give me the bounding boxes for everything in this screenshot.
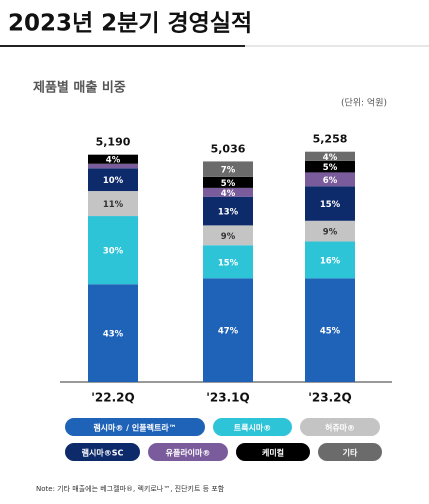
bar-segment — [203, 176, 253, 188]
legend-label: 램시마® / 인플렉트라™ — [93, 423, 176, 433]
legend-label: 케미컬 — [262, 448, 284, 458]
legend-label: 램시마®SC — [82, 448, 124, 458]
segment-label: 30% — [103, 247, 124, 257]
segment-label: 10% — [103, 176, 124, 186]
bar-segment — [203, 196, 253, 226]
segment-label: 9% — [221, 232, 236, 242]
page-title: 2023년 2분기 경영실적 — [8, 11, 252, 37]
segment-label: 47% — [218, 327, 239, 337]
bar-segment — [203, 278, 253, 382]
legend-pill — [213, 418, 292, 436]
segment-label: 43% — [103, 330, 124, 340]
segment-label: 13% — [218, 208, 239, 218]
segment-label: 15% — [218, 258, 239, 268]
segment-label: 4% — [221, 189, 236, 199]
segment-label: 4% — [106, 156, 121, 166]
bar-segment — [203, 225, 253, 246]
legend-label: 허쥬마® — [325, 423, 355, 433]
bar-segment — [305, 186, 355, 221]
legend-pill — [236, 443, 310, 461]
bar-segment — [88, 154, 138, 164]
bar-segment — [305, 151, 355, 161]
segment-label: 4% — [323, 153, 338, 163]
bar-segment — [203, 245, 253, 279]
legend-pill — [65, 443, 140, 461]
total-label: 5,190 — [96, 136, 131, 149]
segment-label: 5% — [323, 163, 338, 173]
total-label: 5,036 — [211, 142, 246, 155]
bar-segment — [88, 191, 138, 217]
segment-label: 6% — [323, 176, 338, 186]
segment-label: 5% — [221, 179, 236, 189]
bar-segment — [203, 187, 253, 197]
bar-segment — [203, 161, 253, 177]
segment-label: 7% — [221, 166, 236, 176]
segment-label: 15% — [320, 200, 341, 210]
segment-label: 45% — [320, 327, 341, 337]
x-tick-label: '22.2Q — [91, 391, 134, 405]
legend-label: 트룩시마® — [234, 423, 271, 433]
legend-label: 유플라이마® — [166, 448, 211, 458]
bar-segment — [305, 220, 355, 242]
bar-segment — [88, 168, 138, 192]
footnote: Note: 기타 매출에는 베그젤마®, 렉키로나™, 진단키트 등 포함 — [36, 484, 225, 493]
legend-pill — [148, 443, 228, 461]
bar-segment — [88, 163, 138, 169]
bar-segment — [305, 241, 355, 279]
legend-pill — [65, 418, 205, 436]
bar-segment — [305, 160, 355, 173]
bar-segment — [305, 172, 355, 187]
x-tick-label: '23.1Q — [206, 391, 249, 405]
bar-segment — [88, 216, 138, 285]
legend-label: 기타 — [343, 448, 358, 458]
bar-segment — [88, 284, 138, 382]
bar-segment — [305, 278, 355, 382]
legend-pill — [318, 443, 382, 461]
x-tick-label: '23.2Q — [308, 391, 351, 405]
total-label: 5,258 — [313, 133, 348, 146]
unit-label: (단위: 억원) — [341, 97, 387, 109]
segment-label: 16% — [320, 256, 341, 266]
chart-title: 제품별 매출 비중 — [33, 80, 126, 96]
segment-label: 11% — [103, 200, 124, 210]
legend-pill — [300, 418, 380, 436]
segment-label: 9% — [323, 228, 338, 238]
